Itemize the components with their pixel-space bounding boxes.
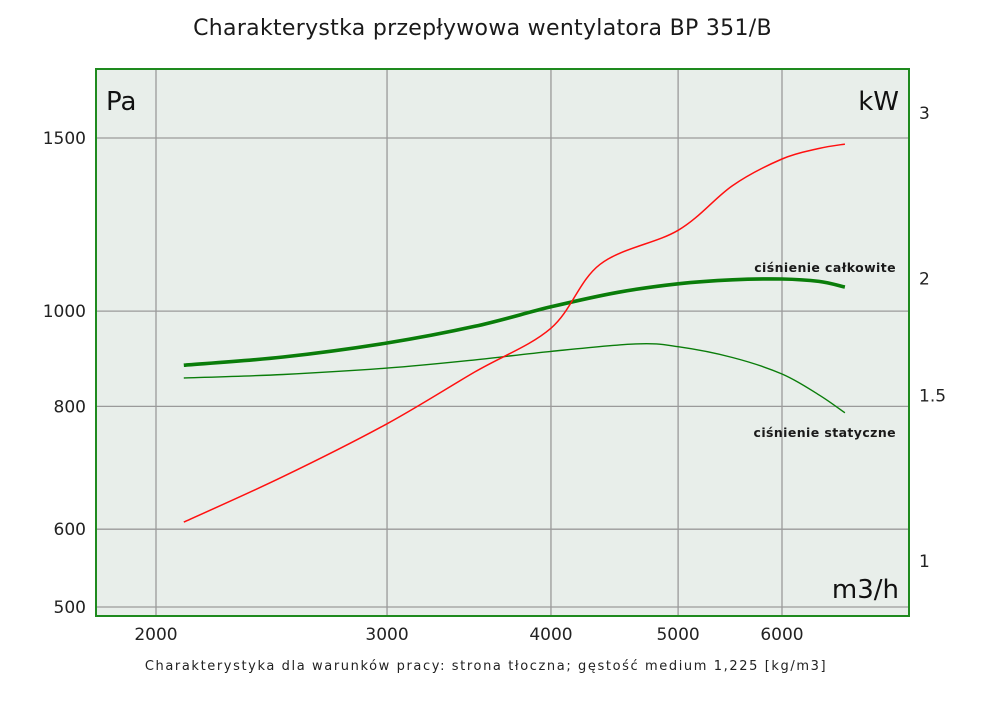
y-left-unit-label: Pa xyxy=(106,87,136,117)
ticks: 2000 3000 4000 5000 6000 500 600 800 1000 1500 1 1.… xyxy=(43,104,946,645)
x-tick-label: 2000 xyxy=(134,625,177,645)
y-left-tick-label: 600 xyxy=(54,520,86,540)
label-static-pressure: ciśnienie statyczne xyxy=(754,425,896,440)
y-left-tick-label: 800 xyxy=(54,397,86,417)
series-layer xyxy=(183,143,846,523)
series-total-pressure xyxy=(183,277,846,367)
plot-background xyxy=(96,69,909,616)
y-left-tick-label: 500 xyxy=(54,598,86,618)
y-right-tick-label: 1.5 xyxy=(919,387,946,407)
y-right-unit-label: kW xyxy=(858,87,899,117)
y-left-tick-label: 1500 xyxy=(43,129,86,149)
chart-title: Charakterystka przepływowa wentylatora B… xyxy=(193,16,772,41)
x-tick-label: 5000 xyxy=(656,625,699,645)
series-power xyxy=(183,143,846,523)
y-right-tick-label: 2 xyxy=(919,269,930,289)
plot-frame xyxy=(95,68,910,617)
x-tick-label: 6000 xyxy=(760,625,803,645)
y-left-tick-label: 1000 xyxy=(43,302,86,322)
y-right-tick-label: 1 xyxy=(919,552,930,572)
label-total-pressure: ciśnienie całkowite xyxy=(754,260,896,275)
series-static-pressure xyxy=(183,342,846,414)
x-tick-label: 4000 xyxy=(529,625,572,645)
x-unit-label: m3/h xyxy=(832,575,899,605)
y-right-tick-label: 3 xyxy=(919,104,930,124)
x-tick-label: 3000 xyxy=(365,625,408,645)
footnote: Charakterystyka dla warunków pracy: stro… xyxy=(144,659,828,674)
